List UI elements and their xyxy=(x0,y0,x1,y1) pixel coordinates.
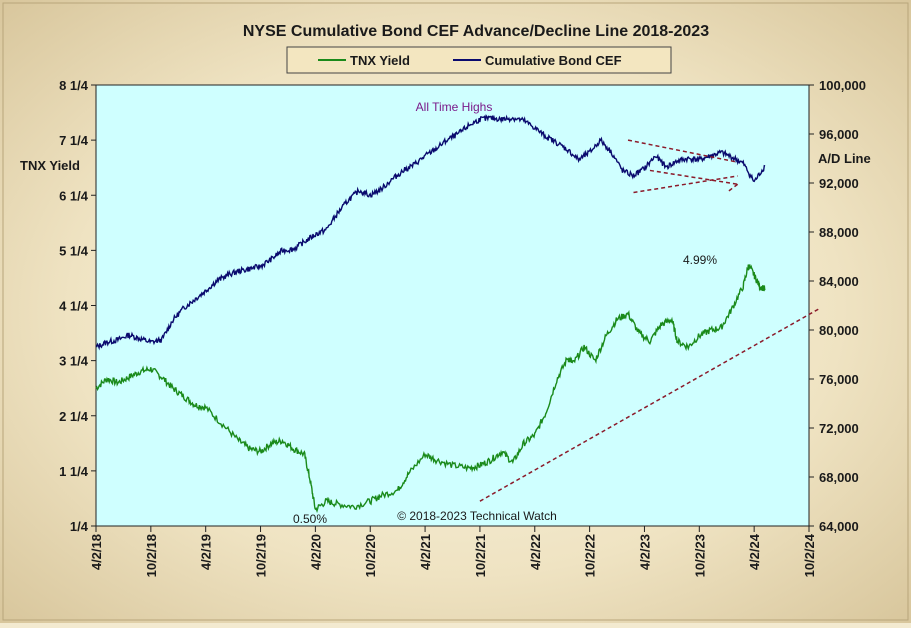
right-tick-label: 80,000 xyxy=(819,323,859,338)
annotation-low: 0.50% xyxy=(293,512,327,526)
right-tick-label: 76,000 xyxy=(819,372,859,387)
trendline xyxy=(479,307,821,502)
left-tick-label: 4 1/4 xyxy=(59,299,89,314)
x-tick-label: 10/2/19 xyxy=(254,534,269,577)
plot-area xyxy=(95,84,810,527)
left-tick-label: 3 1/4 xyxy=(59,354,89,369)
right-axis: 64,000 68,000 72,000 76,000 80,000 84,000 88,0… xyxy=(809,78,866,534)
left-axis-title: TNX Yield xyxy=(20,158,80,173)
x-tick-label: 4/2/23 xyxy=(637,534,652,570)
legend-tnx-label: TNX Yield xyxy=(350,53,410,68)
cumulative-bond-cef-line xyxy=(95,114,766,351)
x-tick-label: 4/2/21 xyxy=(418,534,433,570)
tnx-yield-line xyxy=(95,264,766,514)
x-tick-label: 10/2/20 xyxy=(363,534,378,577)
left-tick-label: 1 1/4 xyxy=(59,464,89,479)
legend-box xyxy=(286,46,672,74)
trendline xyxy=(627,139,738,163)
trendline xyxy=(649,169,738,185)
annotation-peak: 4.99% xyxy=(683,253,717,267)
left-tick-label: 8 1/4 xyxy=(59,78,89,93)
x-tick-label: 4/2/22 xyxy=(528,534,543,570)
x-tick-label: 4/2/20 xyxy=(308,534,323,570)
left-tick-label: 2 1/4 xyxy=(59,409,89,424)
trendline xyxy=(633,175,738,194)
right-tick-label: 84,000 xyxy=(819,274,859,289)
legend: TNX Yield Cumulative Bond CEF xyxy=(286,46,672,74)
right-axis-title: A/D Line xyxy=(818,151,871,166)
right-tick-label: 68,000 xyxy=(819,470,859,485)
copyright-text: © 2018-2023 Technical Watch xyxy=(397,509,557,523)
left-tick-label: 7 1/4 xyxy=(59,133,89,148)
left-tick-label: 5 1/4 xyxy=(59,243,89,258)
x-tick-label: 10/2/22 xyxy=(583,534,598,577)
x-tick-label: 4/2/19 xyxy=(199,534,214,570)
x-tick-label: 10/2/21 xyxy=(473,534,488,577)
right-tick-label: 96,000 xyxy=(819,127,859,142)
left-tick-label: 6 1/4 xyxy=(59,188,89,203)
left-tick-label: 1/4 xyxy=(70,519,89,534)
x-axis: 4/2/18 10/2/18 4/2/19 10/2/19 4/2/20 10/2/20 4… xyxy=(89,526,817,577)
x-tick-label: 10/2/23 xyxy=(692,534,707,577)
trendline-layer xyxy=(479,139,821,502)
x-tick-label: 10/2/24 xyxy=(802,533,817,577)
x-tick-label: 4/2/18 xyxy=(89,534,104,570)
x-tick-label: 10/2/18 xyxy=(144,534,159,577)
right-tick-label: 72,000 xyxy=(819,421,859,436)
trendline xyxy=(726,183,739,194)
right-tick-label: 100,000 xyxy=(819,78,866,93)
x-tick-label: 4/2/24 xyxy=(747,533,762,570)
left-axis: 1/4 1 1/4 2 1/4 3 1/4 4 1/4 5 1/4 6 1/4 7 1/4 8 … xyxy=(59,78,96,534)
right-tick-label: 92,000 xyxy=(819,176,859,191)
annotation-all-time-highs: All Time Highs xyxy=(416,100,493,114)
right-tick-label: 64,000 xyxy=(819,519,859,534)
series-layer xyxy=(95,114,766,514)
legend-cef-label: Cumulative Bond CEF xyxy=(485,53,622,68)
chart-title: NYSE Cumulative Bond CEF Advance/Decline… xyxy=(243,23,709,40)
right-tick-label: 88,000 xyxy=(819,225,859,240)
